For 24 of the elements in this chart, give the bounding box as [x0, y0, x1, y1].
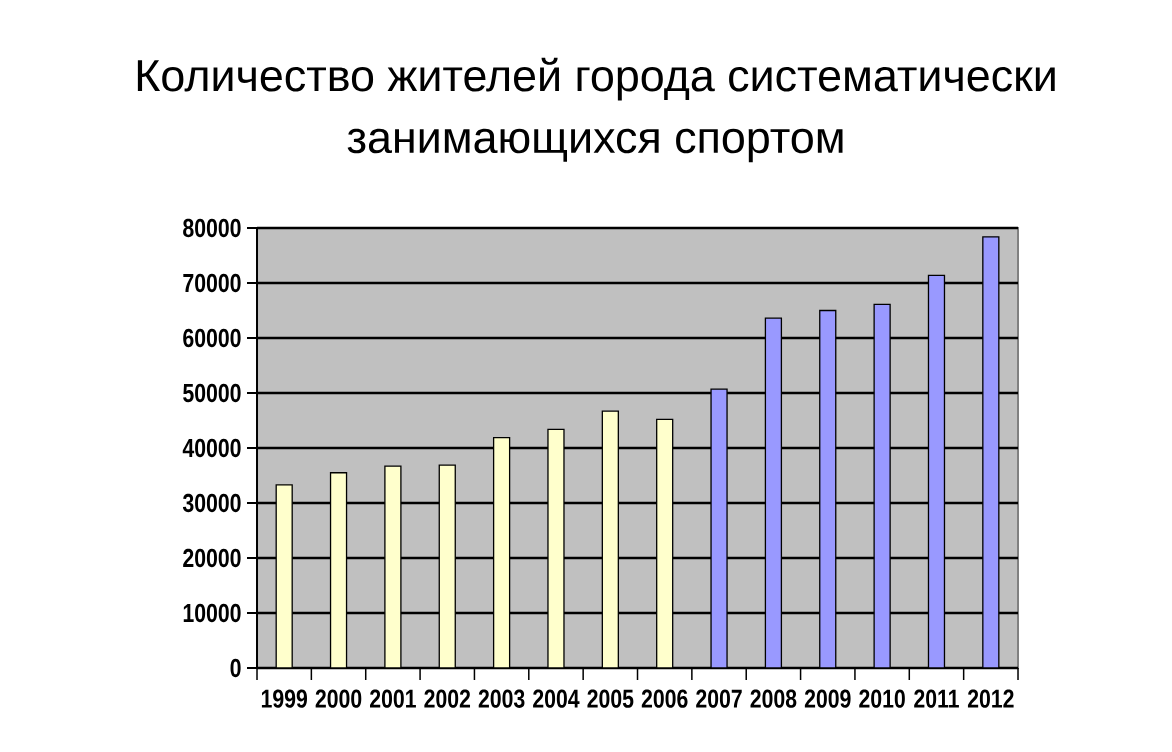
y-tick-label: 60000: [183, 328, 241, 348]
y-tick-label: 10000: [183, 603, 241, 623]
x-tick-label: 2003: [478, 689, 525, 708]
x-tick-label: 2010: [859, 689, 905, 708]
x-tick-label: 2007: [696, 689, 742, 708]
x-tick-label: 2005: [587, 689, 634, 708]
y-tick-label: 0: [230, 658, 241, 678]
x-tick-label: 2002: [424, 689, 471, 708]
y-tick-label: 70000: [183, 273, 241, 293]
x-tick-label: 2011: [914, 689, 959, 708]
y-tick-label: 50000: [183, 383, 241, 403]
y-tick-label: 20000: [183, 548, 241, 568]
x-tick-label: 2001: [370, 689, 416, 708]
x-tick-label: 2008: [750, 689, 797, 708]
x-tick-label: 2009: [804, 689, 851, 708]
y-tick-label: 40000: [182, 438, 241, 458]
x-tick-label: 2000: [315, 689, 362, 708]
x-tick-label: 1999: [261, 689, 308, 708]
y-tick-label: 30000: [182, 493, 241, 513]
y-tick-label: 80000: [183, 218, 241, 238]
x-tick-label: 2006: [641, 689, 688, 708]
x-tick-label: 2012: [967, 689, 1014, 708]
x-tick-label: 2004: [533, 689, 580, 708]
chart-title: Количество жителей города систематически занимающихся спортом: [137, 57, 1055, 163]
